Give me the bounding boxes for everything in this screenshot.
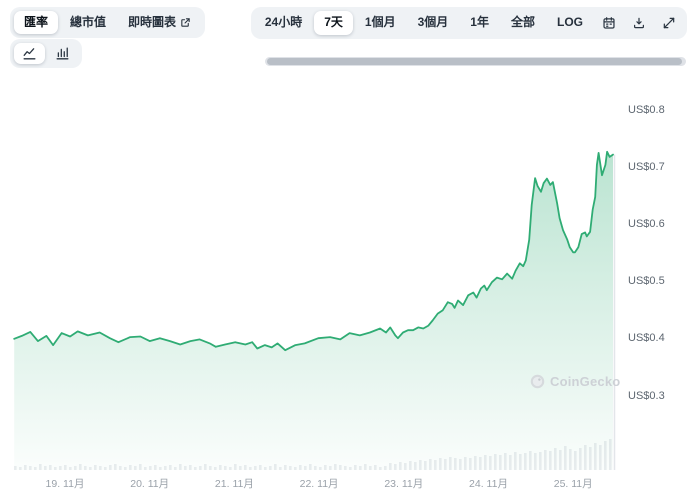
line-chart-button[interactable]: [14, 43, 45, 64]
watermark: CoinGecko: [530, 374, 620, 389]
download-button[interactable]: [625, 11, 653, 35]
chart-metric-tabs: 匯率 總市值 即時圖表: [10, 7, 206, 39]
chart-horizontal-scrollbar[interactable]: [265, 57, 686, 66]
calendar-button[interactable]: [595, 11, 623, 35]
x-axis-label: 21. 11月: [214, 478, 254, 490]
y-axis-label: US$0.4: [628, 332, 665, 345]
x-axis-label: 19. 11月: [45, 478, 85, 490]
external-link-icon: [181, 18, 190, 27]
bar-chart-button[interactable]: [47, 43, 78, 64]
range-7d-button[interactable]: 7天: [314, 11, 353, 35]
x-axis-label: 20. 11月: [130, 478, 170, 490]
range-1y-button[interactable]: 1年: [460, 11, 499, 34]
range-1m-button[interactable]: 1個月: [355, 11, 406, 34]
expand-icon: [663, 17, 675, 29]
y-axis-label: US$0.8: [628, 103, 665, 116]
watermark-label: CoinGecko: [550, 374, 621, 389]
download-icon: [634, 17, 644, 29]
range-controls: 24小時 7天 1個月 3個月 1年 全部 LOG: [250, 7, 687, 39]
range-all-button[interactable]: 全部: [501, 11, 545, 34]
expand-button[interactable]: [655, 11, 683, 35]
x-axis-label: 24. 11月: [469, 478, 508, 490]
coingecko-logo-icon: [530, 374, 545, 389]
calendar-icon: [603, 17, 615, 29]
tab-exchange-rate[interactable]: 匯率: [14, 11, 59, 35]
log-scale-button[interactable]: LOG: [547, 11, 593, 34]
x-axis-label: 23. 11月: [384, 478, 424, 490]
scrollbar-thumb[interactable]: [267, 58, 682, 65]
y-axis-label: US$0.6: [628, 217, 665, 230]
range-3m-button[interactable]: 3個月: [408, 11, 459, 34]
y-axis-label: US$0.5: [628, 275, 665, 288]
line-chart-icon: [23, 48, 36, 60]
tab-live-chart[interactable]: 即時圖表: [118, 11, 201, 34]
tab-market-cap[interactable]: 總市值: [60, 11, 116, 34]
x-axis-label: 22. 11月: [299, 478, 339, 490]
y-axis-label: US$0.7: [628, 160, 665, 173]
chart-type-toggle: [10, 39, 82, 68]
bar-chart-icon: [56, 47, 69, 60]
x-axis-label: 25. 11月: [553, 478, 593, 490]
tab-live-chart-label: 即時圖表: [128, 15, 177, 29]
range-24h-button[interactable]: 24小時: [255, 11, 312, 34]
y-axis-label: US$0.3: [628, 389, 665, 402]
